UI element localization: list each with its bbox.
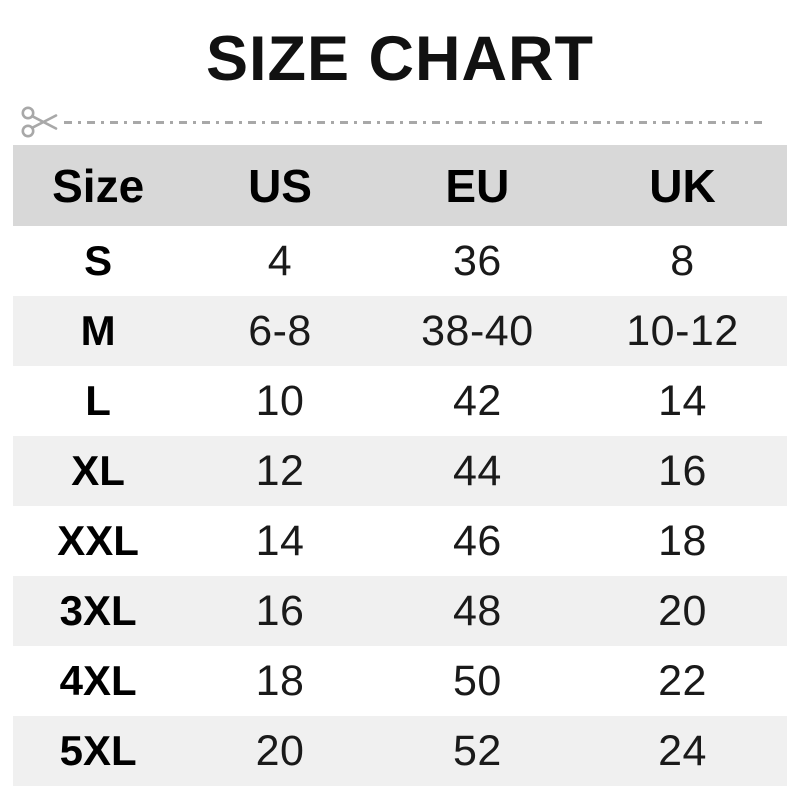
table-row: 4XL 18 50 22 bbox=[13, 646, 787, 716]
size-value: 20 bbox=[658, 586, 707, 635]
size-table-body: S 4 36 8 M 6-8 38-40 10-12 L 10 42 14 XL 12 44 16 XXL 14 4… bbox=[13, 226, 787, 787]
size-value: 14 bbox=[255, 516, 305, 565]
table-row: S 4 36 8 bbox=[13, 226, 787, 296]
size-value: 6-8 bbox=[248, 306, 312, 355]
size-label: XXL bbox=[57, 517, 139, 565]
size-chart-page: SIZE CHART Size US EU UK S 4 36 8 M 6-8 38-40 1… bbox=[0, 26, 800, 800]
size-value: 52 bbox=[452, 726, 502, 775]
size-value: 42 bbox=[452, 376, 502, 425]
size-value: 22 bbox=[658, 656, 707, 705]
size-label: 3XL bbox=[59, 587, 137, 635]
cut-line bbox=[20, 102, 768, 142]
size-value: 24 bbox=[658, 726, 707, 775]
table-row: XXL 14 46 18 bbox=[13, 506, 787, 576]
table-row: L 10 42 14 bbox=[13, 366, 787, 436]
size-label: M bbox=[80, 307, 116, 355]
size-value: 36 bbox=[452, 236, 502, 285]
size-value: 18 bbox=[255, 656, 305, 705]
size-value: 12 bbox=[255, 446, 305, 495]
size-value: 48 bbox=[452, 586, 502, 635]
size-value: 8 bbox=[670, 236, 695, 285]
size-label: XL bbox=[71, 447, 125, 495]
size-value: 16 bbox=[255, 586, 305, 635]
size-value: 10-12 bbox=[626, 306, 739, 355]
table-row: 5XL 20 52 24 bbox=[13, 716, 787, 787]
size-label: S bbox=[84, 237, 113, 285]
table-row: M 6-8 38-40 10-12 bbox=[13, 296, 787, 367]
size-value: 18 bbox=[658, 516, 707, 565]
size-value: 46 bbox=[452, 516, 502, 565]
size-value: 16 bbox=[658, 446, 707, 495]
scissors-icon bbox=[21, 106, 58, 138]
table-row: XL 12 44 16 bbox=[13, 436, 787, 507]
table-header: Size US EU UK bbox=[13, 145, 787, 227]
size-value: 38-40 bbox=[421, 306, 534, 355]
size-label: L bbox=[85, 377, 111, 425]
column-header-us: US bbox=[183, 145, 377, 227]
size-value: 10 bbox=[255, 376, 305, 425]
size-value: 20 bbox=[255, 726, 305, 775]
column-header-uk: UK bbox=[578, 145, 787, 227]
size-label: 5XL bbox=[59, 727, 137, 775]
size-value: 44 bbox=[452, 446, 502, 495]
size-value: 50 bbox=[452, 656, 502, 705]
column-header-size: Size bbox=[13, 145, 184, 227]
dashed-line bbox=[64, 120, 768, 124]
size-label: 4XL bbox=[59, 657, 137, 705]
size-value: 14 bbox=[658, 376, 707, 425]
page-title: SIZE CHART bbox=[206, 24, 594, 94]
header-row: Size US EU UK bbox=[13, 145, 787, 227]
size-chart-table: Size US EU UK S 4 36 8 M 6-8 38-40 10-12 L 10 42 14… bbox=[13, 145, 787, 787]
table-row: 3XL 16 48 20 bbox=[13, 576, 787, 647]
column-header-eu: EU bbox=[376, 145, 578, 227]
size-value: 4 bbox=[267, 236, 293, 285]
